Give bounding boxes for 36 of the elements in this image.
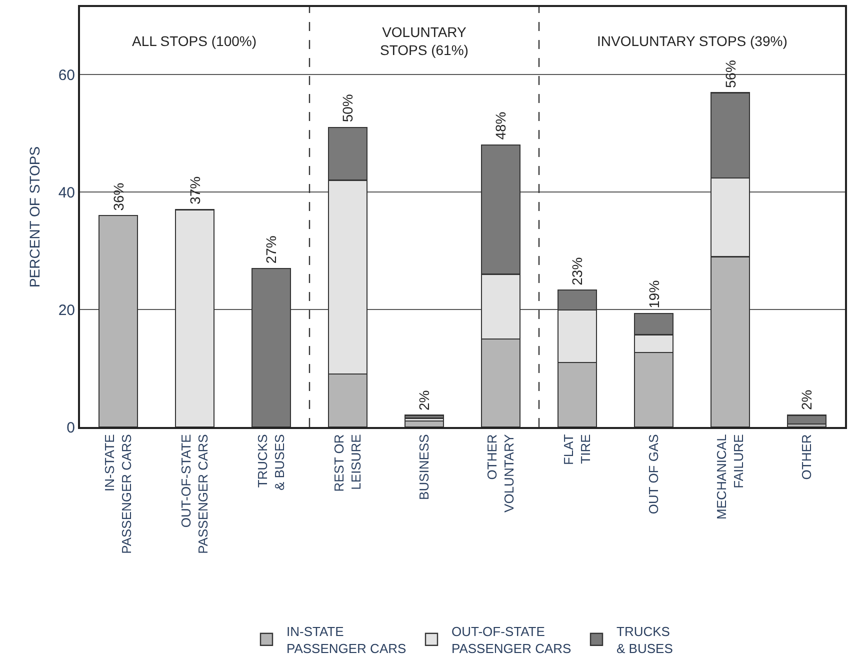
- bar: [252, 268, 291, 427]
- x-tick-label: OUT OF GAS: [646, 434, 661, 514]
- y-axis-title: PERCENT OF STOPS: [26, 146, 42, 288]
- total-label: 2%: [798, 390, 814, 410]
- x-tick-label: REST OR LEISURE: [332, 434, 364, 492]
- annotation: VOLUNTARY STOPS (61%): [380, 24, 468, 58]
- total-label: 37%: [187, 176, 204, 204]
- bar: [98, 214, 138, 427]
- x-tick-label: MECHANICAL FAILURE: [714, 434, 746, 520]
- y-tick-label: 60: [58, 66, 75, 84]
- x-tick-label: OUT-OF-STATE PASSENGER CARS: [178, 434, 210, 554]
- total-label: 36%: [110, 182, 127, 211]
- total-label: 48%: [492, 112, 509, 140]
- bar: [404, 414, 444, 419]
- legend-label: IN-STATE PASSENGER CARS: [286, 624, 407, 656]
- y-tick-label: 20: [58, 302, 75, 319]
- total-label: 23%: [569, 257, 586, 286]
- x-tick-label: OTHER VOLUNTARY: [484, 434, 516, 512]
- total-label: 56%: [722, 60, 738, 88]
- annotation: ALL STOPS (100%): [132, 33, 257, 49]
- total-label: 19%: [646, 280, 662, 308]
- total-label: 50%: [339, 94, 356, 122]
- x-tick-label: BUSINESS: [416, 434, 432, 500]
- x-tick-label: OTHER: [798, 434, 814, 480]
- legend-label: TRUCKS & BUSES: [616, 624, 674, 656]
- bar: [787, 414, 826, 425]
- annotation: INVOLUNTARY STOPS (39%): [597, 33, 788, 49]
- x-tick-label: FLAT TIRE: [561, 434, 593, 466]
- x-tick-label: IN-STATE PASSENGER CARS: [102, 434, 134, 554]
- y-tick-label: 0: [66, 419, 75, 436]
- total-label: 2%: [416, 390, 432, 410]
- x-tick-label: TRUCKS & BUSES: [255, 434, 287, 491]
- total-label: 27%: [262, 236, 279, 264]
- legend-label: OUT-OF-STATE PASSENGER CARS: [452, 624, 572, 656]
- y-tick-label: 40: [58, 184, 75, 202]
- bar: [175, 209, 214, 427]
